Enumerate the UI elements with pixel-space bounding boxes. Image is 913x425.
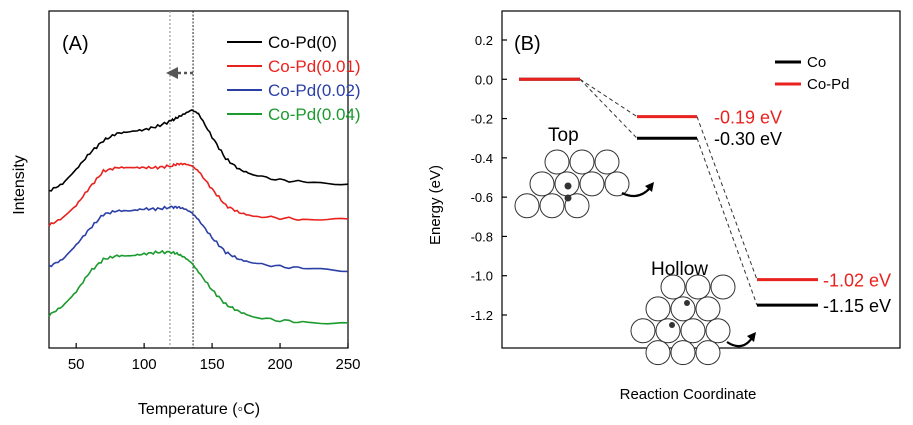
panel-b-y-axis-ticks: 0.2 0.0 -0.2 -0.4 -0.6 -0.8 -1.0 -1.2 [471,33,507,323]
y-tick-label: 0.2 [475,33,493,48]
y-tick-label: 0.0 [475,72,493,87]
connector-line [696,138,758,306]
atom [670,340,696,366]
panel-b-label: (B) [514,33,541,55]
top-site-atom-cluster [514,149,630,219]
connector-line [696,116,758,280]
panel-b: (B) 0.2 0.0 -0.2 -0.4 -0.6 -0.8 -1.0 -1.2 Energ… [427,10,901,403]
shift-arrow-head [166,67,178,79]
atom [660,274,686,300]
level-value-label: -0.30 eV [714,129,782,149]
panel-b-x-axis-label: Reaction Coordinate [620,386,757,403]
panel-a-y-axis-label: Intensity [11,155,28,215]
y-tick-label: -0.4 [471,151,493,166]
connector-line [579,78,638,118]
adsorbate-atom [669,322,675,328]
x-tick-label: 200 [268,356,293,373]
energy-level-labels: -0.19 eV-0.30 eV -1.02 eV -1.15 eV [714,108,891,317]
hollow-site-label: Hollow [651,259,708,280]
atom [544,149,570,175]
atom [594,149,620,175]
legend-entry: Co-Pd(0.01) [268,57,361,76]
energy-levels [519,77,818,307]
reaction-path-connectors [579,78,758,306]
y-tick-label: -0.2 [471,112,493,127]
level-value-label: -1.02 eV [823,271,891,291]
atom [569,149,595,175]
dashed-reference-lines [169,11,194,348]
x-tick-label: 150 [200,356,225,373]
atom [670,296,696,322]
atom [630,318,656,344]
atom [710,274,736,300]
panel-b-y-axis-label: Energy (eV) [427,165,444,245]
legend-entry: Co-Pd [807,76,850,93]
hollow-site-arrow-head [747,332,756,342]
adsorbate-atom [684,300,690,306]
panel-a-curves [48,109,349,325]
top-site-arrow-head [645,182,654,192]
panel-b-legend: Co Co-Pd [775,54,850,93]
legend-entry: Co-Pd(0.02) [268,81,361,100]
legend-entry: Co-Pd(0) [268,33,337,52]
panel-a: (A) Co-Pd(0)Co-Pd(0.01)Co-Pd(0.02)Co-Pd(… [11,10,361,418]
x-tick-label: 100 [132,356,157,373]
series-line-1 [48,162,349,227]
y-tick-label: -0.6 [471,190,493,205]
series-line-2 [48,205,349,273]
x-tick-label: 250 [335,356,360,373]
atom [695,340,721,366]
atom [705,318,731,344]
legend-entry: Co [807,54,826,71]
hollow-site-illustration: Hollow [630,259,756,366]
top-site-curved-arrow [621,187,651,198]
atom [695,296,721,322]
atom [529,171,555,197]
connector-line [579,78,638,139]
series-line-3 [48,249,349,325]
panel-a-frame [48,10,349,349]
atom [645,340,671,366]
atom [645,296,671,322]
atom [579,171,605,197]
atom [604,171,630,197]
y-tick-label: -1.0 [471,269,493,284]
shift-arrow [166,67,194,79]
panel-a-x-axis-label: Temperature (◦C) [138,401,260,418]
adsorbate-atom [564,194,572,202]
y-tick-label: -1.2 [471,308,493,323]
atom [539,193,565,219]
panel-a-label: (A) [62,33,89,55]
panel-a-x-axis-ticks: 50 100 150 200 250 [68,343,361,373]
y-tick-label: -0.8 [471,229,493,244]
level-value-label: -0.19 eV [714,108,782,128]
atom [685,274,711,300]
level-value-label: -1.15 eV [823,296,891,316]
adsorbate-atom [564,182,572,190]
top-site-label: Top [548,125,579,146]
hollow-site-curved-arrow [726,337,753,348]
panel-a-legend: Co-Pd(0) Co-Pd(0.01) Co-Pd(0.02) Co-Pd(0.04… [227,33,361,124]
legend-entry: Co-Pd(0.04) [268,105,361,124]
atom [514,193,540,219]
top-site-illustration: Top [514,125,654,219]
hollow-site-atom-cluster [630,274,736,366]
series-line-0 [48,109,349,192]
atom [680,318,706,344]
atom [655,318,681,344]
x-tick-label: 50 [68,356,85,373]
